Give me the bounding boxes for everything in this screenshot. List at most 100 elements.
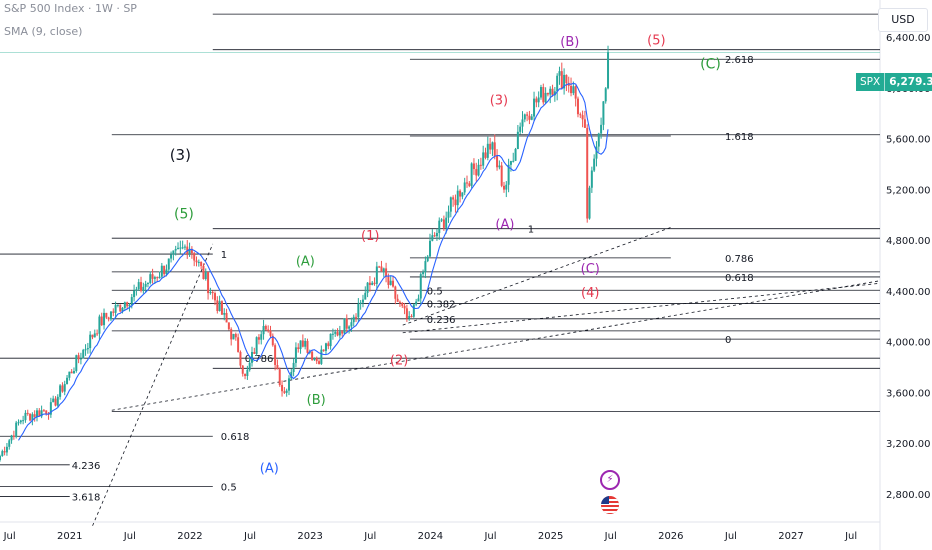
candle-body[interactable]: [410, 316, 413, 318]
candle-body[interactable]: [560, 71, 563, 89]
candle-body[interactable]: [96, 333, 99, 335]
candle-body[interactable]: [244, 373, 247, 377]
candle-body[interactable]: [590, 170, 593, 188]
candle-body[interactable]: [287, 378, 290, 391]
candle-body[interactable]: [442, 219, 445, 228]
candle-body[interactable]: [232, 333, 235, 340]
candle-body[interactable]: [586, 127, 589, 219]
candle-body[interactable]: [70, 371, 73, 374]
candle-body[interactable]: [491, 142, 494, 150]
candle-body[interactable]: [336, 332, 339, 336]
candle-body[interactable]: [269, 330, 272, 336]
elliott-wave-label[interactable]: (C): [581, 262, 600, 277]
candle-body[interactable]: [438, 220, 441, 234]
candle-body[interactable]: [343, 318, 346, 334]
candle-body[interactable]: [42, 410, 45, 412]
dashed-trendline[interactable]: [111, 280, 881, 411]
candle-body[interactable]: [197, 261, 200, 263]
candle-body[interactable]: [163, 265, 166, 275]
candle-body[interactable]: [227, 322, 230, 330]
candle-body[interactable]: [0, 456, 1, 460]
candle-body[interactable]: [380, 266, 383, 272]
candle-body[interactable]: [412, 304, 415, 317]
candle-body[interactable]: [200, 261, 203, 266]
candle-body[interactable]: [607, 52, 610, 89]
candle-body[interactable]: [142, 286, 145, 291]
candle-body[interactable]: [454, 199, 457, 206]
candle-body[interactable]: [119, 304, 122, 312]
candle-body[interactable]: [468, 183, 471, 186]
candle-body[interactable]: [544, 92, 547, 103]
candle-body[interactable]: [505, 184, 508, 190]
candle-body[interactable]: [12, 435, 15, 437]
candle-body[interactable]: [207, 272, 210, 294]
candle-body[interactable]: [572, 86, 575, 94]
candle-body[interactable]: [445, 217, 448, 228]
candle-body[interactable]: [188, 248, 191, 254]
candle-body[interactable]: [195, 260, 198, 263]
candle-body[interactable]: [281, 385, 284, 392]
candle-body[interactable]: [403, 305, 406, 309]
candle-body[interactable]: [574, 86, 577, 99]
candle-body[interactable]: [405, 308, 408, 319]
candle-body[interactable]: [447, 211, 450, 218]
candle-body[interactable]: [502, 185, 505, 190]
candle-body[interactable]: [59, 385, 62, 397]
candle-body[interactable]: [509, 161, 512, 165]
candle-body[interactable]: [24, 412, 27, 421]
candle-body[interactable]: [183, 246, 186, 248]
candle-body[interactable]: [394, 286, 397, 299]
candle-body[interactable]: [82, 349, 85, 359]
symbol-header[interactable]: S&P 500 Index · 1W · SP: [4, 2, 137, 15]
candle-body[interactable]: [378, 266, 381, 268]
candle-body[interactable]: [366, 282, 369, 293]
candle-body[interactable]: [63, 384, 66, 392]
candle-body[interactable]: [156, 277, 159, 279]
candle-body[interactable]: [311, 351, 314, 360]
candle-body[interactable]: [392, 280, 395, 287]
candle-body[interactable]: [396, 298, 399, 302]
candle-body[interactable]: [297, 347, 300, 350]
candle-body[interactable]: [523, 114, 526, 120]
candle-body[interactable]: [292, 362, 295, 372]
candle-body[interactable]: [579, 114, 582, 116]
candle-body[interactable]: [519, 126, 522, 132]
candle-body[interactable]: [556, 75, 559, 92]
elliott-wave-label[interactable]: (2): [390, 354, 408, 369]
candle-body[interactable]: [98, 316, 101, 334]
candle-body[interactable]: [216, 300, 219, 311]
candle-body[interactable]: [422, 272, 425, 275]
candle-body[interactable]: [553, 91, 556, 96]
candle-body[interactable]: [576, 98, 579, 115]
candle-body[interactable]: [135, 289, 138, 291]
candle-body[interactable]: [140, 282, 143, 291]
candle-body[interactable]: [334, 332, 337, 334]
candle-body[interactable]: [431, 235, 434, 241]
candle-body[interactable]: [539, 87, 542, 98]
candle-body[interactable]: [352, 316, 355, 323]
sma-line[interactable]: [18, 82, 609, 441]
candle-body[interactable]: [459, 190, 462, 197]
candle-body[interactable]: [1, 451, 4, 457]
candle-body[interactable]: [306, 340, 309, 353]
candle-body[interactable]: [79, 358, 82, 360]
candle-body[interactable]: [130, 297, 133, 306]
candle-body[interactable]: [533, 98, 536, 117]
candle-body[interactable]: [440, 219, 443, 221]
candle-body[interactable]: [5, 446, 8, 453]
candle-body[interactable]: [385, 268, 388, 277]
candle-body[interactable]: [565, 74, 568, 83]
candle-body[interactable]: [477, 164, 480, 176]
candle-body[interactable]: [107, 317, 110, 320]
elliott-wave-label[interactable]: (3): [490, 93, 508, 108]
candle-body[interactable]: [151, 274, 154, 279]
candle-body[interactable]: [433, 235, 436, 237]
candle-body[interactable]: [8, 440, 11, 447]
candle-body[interactable]: [419, 274, 422, 299]
candle-body[interactable]: [262, 325, 265, 335]
candle-body[interactable]: [33, 414, 36, 417]
candle-body[interactable]: [583, 119, 586, 128]
elliott-wave-label[interactable]: (1): [361, 229, 379, 244]
candle-body[interactable]: [89, 334, 92, 349]
us-flag-icon[interactable]: [601, 496, 619, 514]
